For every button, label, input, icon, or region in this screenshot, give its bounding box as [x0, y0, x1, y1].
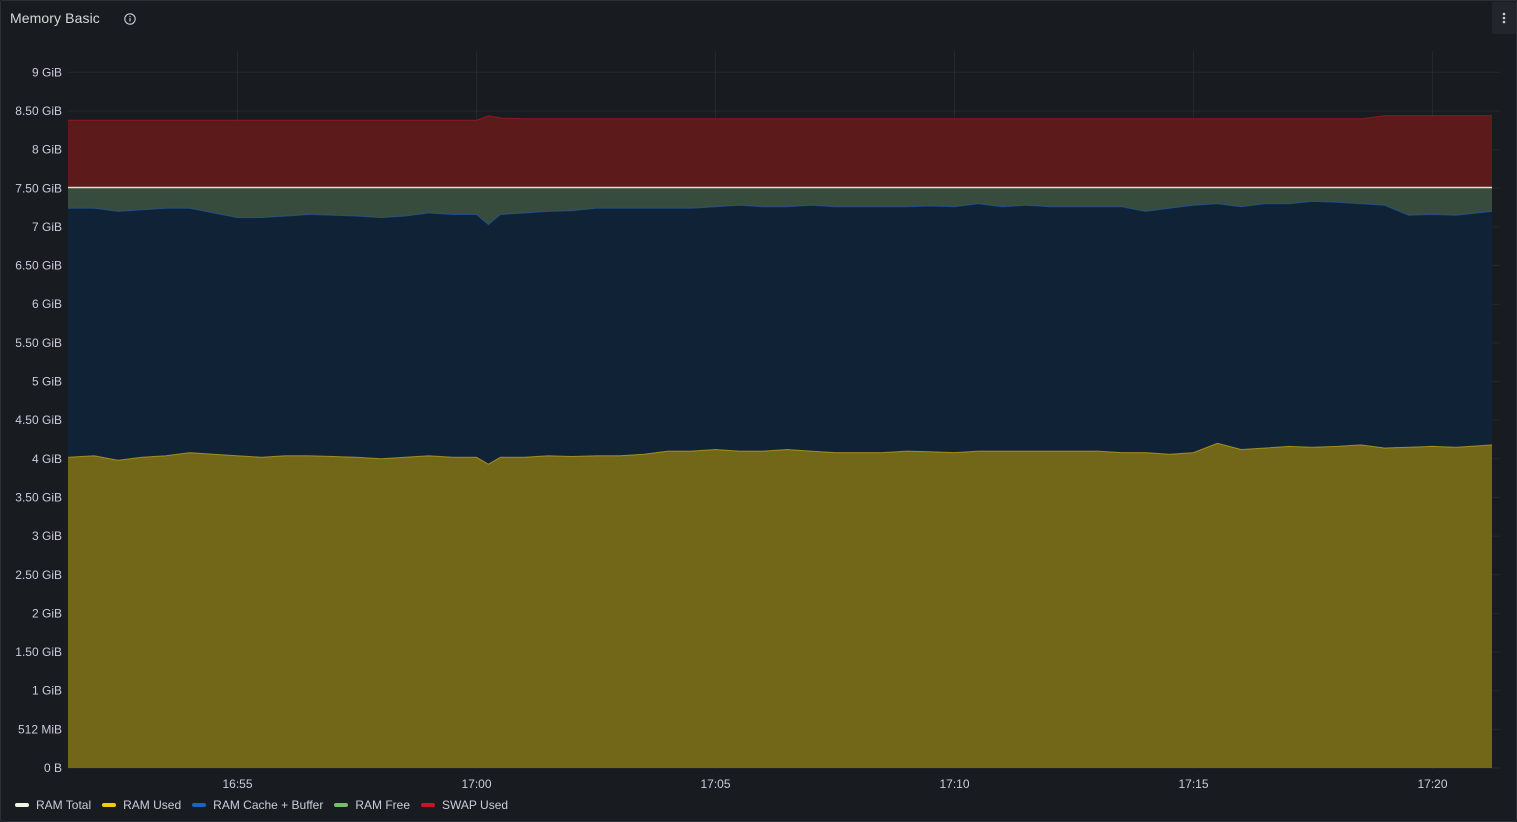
y-tick-label: 7.50 GiB: [15, 181, 62, 195]
legend-item-ram-cache-buffer[interactable]: RAM Cache + Buffer: [192, 798, 323, 812]
y-tick-label: 2 GiB: [32, 606, 62, 620]
y-tick-label: 0 B: [44, 761, 62, 775]
y-tick-label: 1.50 GiB: [15, 645, 62, 659]
panel-title: Memory Basic: [10, 10, 100, 26]
x-tick-label: 17:15: [1178, 777, 1208, 791]
legend-item-ram-used[interactable]: RAM Used: [102, 798, 181, 812]
y-tick-label: 512 MiB: [18, 722, 62, 736]
memory-chart[interactable]: 0 B 512 MiB 1 GiB 1.50 GiB 2 GiB 2.50 GiB 3 Gi…: [1, 1, 1516, 796]
area-ram-cache-buffer: [68, 201, 1492, 465]
legend-swatch: [421, 803, 436, 807]
y-tick-label: 9 GiB: [32, 65, 62, 79]
info-circle-icon[interactable]: [124, 12, 136, 25]
y-tick-label: 3.50 GiB: [15, 490, 62, 504]
legend-label: SWAP Used: [442, 798, 509, 812]
legend-label: RAM Free: [355, 798, 411, 812]
legend-item-ram-total[interactable]: RAM Total: [15, 798, 91, 812]
y-tick-label: 1 GiB: [32, 684, 62, 698]
panel-header: Memory Basic: [1, 1, 1516, 35]
y-tick-label: 8 GiB: [32, 143, 62, 157]
y-tick-label: 5 GiB: [32, 375, 62, 389]
x-axis: 16:55 17:00 17:05 17:10 17:15 17:20: [222, 777, 1447, 791]
legend-label: RAM Cache + Buffer: [213, 798, 324, 812]
x-tick-label: 17:20: [1417, 777, 1447, 791]
legend-swatch: [102, 803, 117, 807]
y-tick-label: 8.50 GiB: [15, 104, 62, 118]
y-tick-label: 6.50 GiB: [15, 259, 62, 273]
line-swap-used: [68, 115, 1492, 121]
x-tick-label: 16:55: [222, 777, 252, 791]
panel-menu-button[interactable]: [1492, 2, 1516, 34]
legend-item-swap-used[interactable]: SWAP Used: [421, 798, 508, 812]
x-tick-label: 17:10: [939, 777, 969, 791]
legend-label: RAM Total: [36, 798, 92, 812]
y-tick-label: 3 GiB: [32, 529, 62, 543]
series-lines: [67, 115, 1493, 465]
area-ram-used: [68, 443, 1492, 768]
y-axis: 0 B 512 MiB 1 GiB 1.50 GiB 2 GiB 2.50 GiB 3 Gi…: [15, 65, 62, 775]
legend: RAM Total RAM Used RAM Cache + Buffer RA…: [15, 798, 519, 812]
x-tick-label: 17:05: [700, 777, 730, 791]
y-tick-label: 4.50 GiB: [15, 413, 62, 427]
legend-item-ram-free[interactable]: RAM Free: [334, 798, 410, 812]
legend-swatch: [334, 803, 349, 807]
legend-swatch: [15, 803, 29, 807]
y-tick-label: 7 GiB: [32, 220, 62, 234]
area-ram-free: [68, 187, 1492, 225]
y-tick-label: 4 GiB: [32, 452, 62, 466]
area-swap-used: [68, 115, 1492, 188]
kebab-menu-icon: [1502, 12, 1506, 24]
legend-label: RAM Used: [123, 798, 182, 812]
series-areas: [68, 115, 1492, 768]
y-tick-label: 6 GiB: [32, 297, 62, 311]
legend-swatch: [192, 803, 207, 807]
y-tick-label: 5.50 GiB: [15, 336, 62, 350]
x-tick-label: 17:00: [461, 777, 491, 791]
y-tick-label: 2.50 GiB: [15, 568, 62, 582]
line-ram-cache-buffer: [68, 200, 1493, 226]
line-ram-used: [67, 442, 1493, 465]
